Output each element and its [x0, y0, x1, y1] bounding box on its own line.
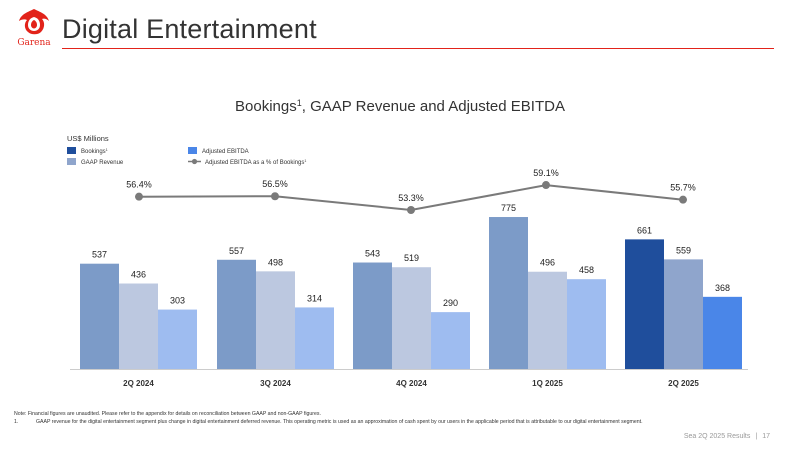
chart-title: Bookings1, GAAP Revenue and Adjusted EBI…	[235, 98, 565, 115]
legend-bookings-label: Bookings1	[81, 148, 108, 155]
data-label-1-1: 498	[268, 257, 283, 267]
footnotes: Note: Financial figures are unaudited. P…	[14, 411, 654, 426]
bar-bookings-3	[353, 262, 392, 369]
data-label-0-3: 775	[501, 203, 516, 213]
category-label-3: 4Q 2024	[396, 379, 427, 388]
legend-adjusted-ebitda-label: Adjusted EBITDA	[202, 149, 249, 155]
ebitda-pct-label-5: 55.7%	[670, 183, 696, 193]
legend-ebitda-pct-label: Adjusted EBITDA as a % of Bookings1	[205, 159, 306, 166]
data-label-2-1: 314	[307, 293, 322, 303]
bar-bookings-4	[489, 217, 528, 369]
category-label-4: 1Q 2025	[532, 379, 563, 388]
category-label-1: 2Q 2024	[123, 379, 154, 388]
ebitda-pct-label-3: 53.3%	[398, 193, 424, 203]
legend-ebitda-pct-swatch-dot	[191, 158, 198, 165]
data-label-1-3: 496	[540, 258, 555, 268]
ebitda-pct-label-4: 59.1%	[533, 168, 559, 178]
data-label-2-3: 458	[579, 265, 594, 275]
logo-wordmark: Garena	[17, 38, 51, 48]
ebitda-pct-point-4	[542, 181, 550, 190]
data-label-0-4: 661	[637, 225, 652, 235]
bar-gaap-revenue-4	[528, 271, 567, 369]
bar-adjusted-ebitda-5	[703, 296, 742, 369]
ebitda-pct-point-1	[135, 192, 143, 201]
page-number: 17	[762, 433, 770, 440]
unit-label: US$ Millions	[67, 134, 109, 143]
data-label-1-4: 559	[676, 245, 691, 255]
category-label-5: 2Q 2025	[668, 379, 699, 388]
bar-gaap-revenue-1	[119, 283, 158, 369]
data-label-2-4: 368	[715, 283, 730, 293]
data-label-1-0: 436	[131, 270, 146, 280]
bar-adjusted-ebitda-4	[567, 279, 606, 369]
bar-bookings-5	[625, 239, 664, 369]
slide-header: Garena Digital Entertainment	[0, 0, 800, 52]
bar-gaap-revenue-2	[256, 271, 295, 369]
legend-adjusted-ebitda-swatch	[188, 147, 197, 154]
data-label-0-0: 537	[92, 250, 107, 260]
footnote-1: 1. GAAP revenue for the digital entertai…	[14, 419, 654, 427]
garena-logo: Garena	[14, 8, 54, 52]
garena-flame-icon	[19, 9, 49, 35]
data-label-2-2: 290	[443, 298, 458, 308]
footer-label: Sea 2Q 2025 Results	[683, 433, 751, 440]
footer-separator: |	[755, 433, 758, 440]
bar-adjusted-ebitda-1	[158, 309, 197, 369]
bar-gaap-revenue-5	[664, 259, 703, 369]
data-label-0-1: 557	[229, 246, 244, 256]
ebitda-pct-label-1: 56.4%	[126, 180, 152, 190]
ebitda-pct-point-2	[271, 192, 279, 201]
ebitda-pct-point-5	[679, 195, 687, 204]
bar-bookings-1	[80, 263, 119, 369]
bar-gaap-revenue-3	[392, 267, 431, 369]
ebitda-pct-label-2: 56.5%	[262, 179, 288, 189]
title-divider	[62, 48, 774, 49]
bar-bookings-2	[217, 259, 256, 369]
legend-gaap-revenue-label: GAAP Revenue	[81, 160, 124, 166]
slide-footer: Sea 2Q 2025 Results | 17	[684, 433, 770, 440]
note-line: Note: Financial figures are unaudited. P…	[14, 411, 321, 417]
page-title: Digital Entertainment	[62, 14, 317, 44]
legend-bookings-swatch	[67, 147, 76, 154]
bar-adjusted-ebitda-3	[431, 312, 470, 369]
category-label-2: 3Q 2024	[260, 379, 291, 388]
ebitda-pct-point-3	[407, 206, 415, 214]
data-label-1-2: 519	[404, 253, 419, 263]
bar-adjusted-ebitda-2	[295, 307, 334, 369]
data-label-0-2: 543	[365, 249, 380, 259]
footnote-text: GAAP revenue for the digital entertainme…	[36, 418, 643, 425]
legend-gaap-revenue-swatch	[67, 158, 76, 165]
footnote-number: 1.	[14, 418, 19, 425]
data-label-2-0: 303	[170, 296, 185, 306]
bookings-chart: Bookings1, GAAP Revenue and Adjusted EBI…	[67, 98, 748, 388]
